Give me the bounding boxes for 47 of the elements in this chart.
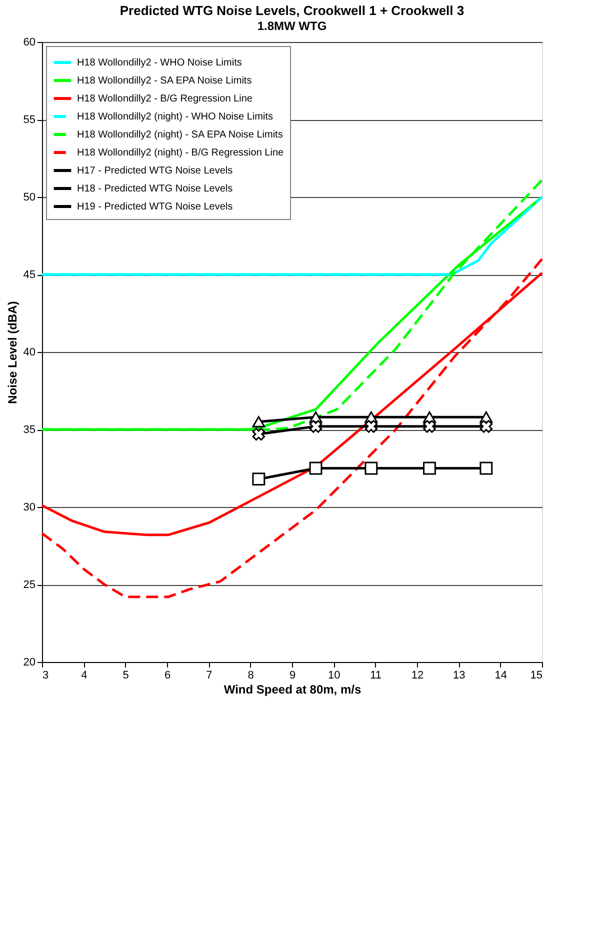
x-tick-label: 12 bbox=[411, 670, 424, 682]
legend-label: H18 Wollondilly2 (night) - B/G Regression Line bbox=[77, 148, 284, 158]
y-tick-label: 25 bbox=[23, 579, 36, 591]
line-series bbox=[40, 258, 544, 598]
point bbox=[309, 420, 322, 433]
x-tick-label: 8 bbox=[248, 670, 254, 682]
point bbox=[423, 462, 436, 475]
point bbox=[364, 420, 378, 433]
legend-label: H18 Wollondilly2 (night) - SA EPA Noise Limits bbox=[77, 130, 283, 140]
point bbox=[423, 420, 436, 433]
legend-label: H18 Wollondilly2 - WHO Noise Limits bbox=[77, 58, 242, 68]
y-tick-label: 60 bbox=[23, 36, 36, 48]
legend-label: H18 - Predicted WTG Noise Levels bbox=[77, 184, 233, 194]
legend-label: H18 Wollondilly2 (night) - WHO Noise Limits bbox=[77, 112, 273, 122]
legend-label: H19 - Predicted WTG Noise Levels bbox=[77, 202, 233, 212]
y-tick-label: 20 bbox=[23, 656, 36, 668]
legend-label: H18 Wollondilly2 - B/G Regression Line bbox=[77, 94, 253, 104]
x-tick-label: 4 bbox=[81, 670, 88, 682]
x-tick-label: 10 bbox=[328, 670, 340, 682]
x-tick-label: 5 bbox=[122, 670, 129, 682]
chart-subtitle: 1.8MW WTG bbox=[257, 19, 327, 33]
point bbox=[480, 462, 493, 475]
x-tick-label: 13 bbox=[453, 670, 466, 682]
x-tick-label: 14 bbox=[494, 670, 507, 682]
y-axis-title: Noise Level (dBA) bbox=[5, 301, 20, 404]
legend-label: H17 - Predicted WTG Noise Levels bbox=[77, 166, 233, 176]
point bbox=[252, 416, 266, 428]
x-tick-label: 6 bbox=[164, 670, 171, 682]
x-tick-label: 15 bbox=[530, 670, 542, 682]
y-tick-label: 40 bbox=[23, 346, 36, 358]
y-tick-label: 50 bbox=[23, 192, 36, 204]
x-tick-label: 11 bbox=[370, 670, 382, 682]
point bbox=[309, 462, 322, 475]
chart-title: Predicted WTG Noise Levels, Crookwell 1 + Crookwell 3 bbox=[120, 3, 464, 18]
point bbox=[364, 462, 378, 475]
point bbox=[252, 428, 266, 441]
y-tick-label: 30 bbox=[23, 502, 36, 514]
x-tick-label: 9 bbox=[289, 670, 296, 682]
y-tick-label: 55 bbox=[23, 114, 36, 126]
x-tick-label: 7 bbox=[206, 670, 212, 682]
legend-label: H18 Wollondilly2 - SA EPA Noise Limits bbox=[77, 76, 252, 86]
x-axis-title: Wind Speed at 80m, m/s bbox=[224, 682, 362, 696]
y-tick-label: 35 bbox=[23, 424, 36, 436]
y-tick-label: 45 bbox=[23, 269, 36, 281]
point bbox=[252, 472, 266, 486]
x-tick-label: 3 bbox=[42, 670, 49, 682]
point bbox=[480, 420, 493, 433]
